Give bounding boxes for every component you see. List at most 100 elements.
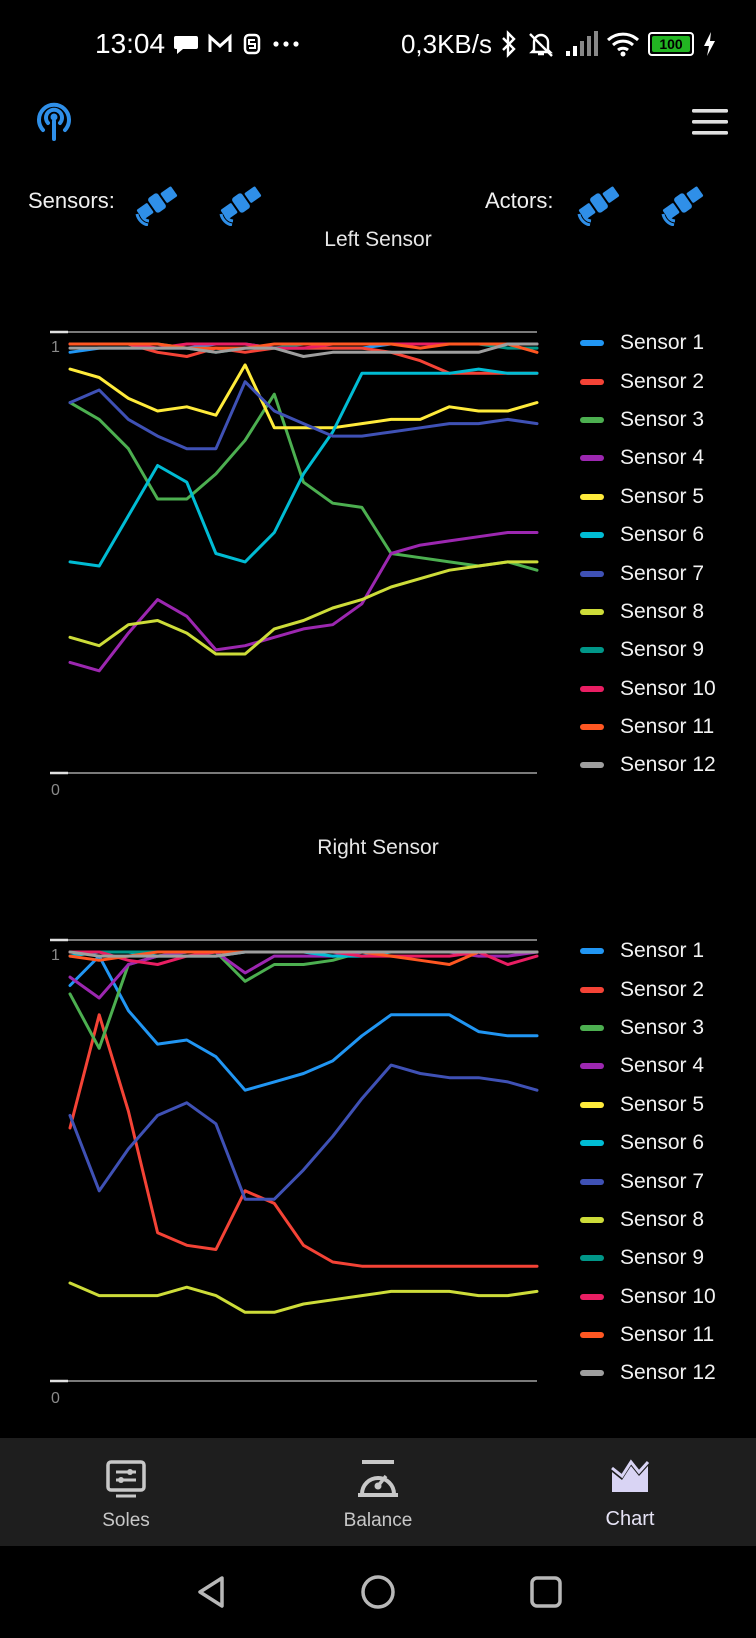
sensors-label: Sensors: xyxy=(28,188,115,213)
actor-left-satellite-icon[interactable] xyxy=(576,180,622,226)
nav-balance[interactable]: Balance xyxy=(252,1438,504,1546)
right-chart-title: Right Sensor xyxy=(317,836,439,859)
legend-swatch xyxy=(580,532,604,539)
legend-label: Sensor 7 xyxy=(620,1169,705,1193)
nav-soles-label: Soles xyxy=(102,1510,150,1531)
legend-label: Sensor 5 xyxy=(620,1092,705,1116)
right-legend-item: Sensor 9 xyxy=(580,1239,716,1277)
legend-label: Sensor 2 xyxy=(620,977,705,1001)
balance-icon xyxy=(358,1460,398,1497)
legend-label: Sensor 9 xyxy=(620,1246,705,1270)
legend-swatch xyxy=(580,1293,604,1300)
home-icon[interactable] xyxy=(360,1574,396,1610)
left-legend-item: Sensor 3 xyxy=(580,401,716,439)
status-left: 13:04 xyxy=(95,26,301,62)
right-legend-item: Sensor 2 xyxy=(580,970,716,1008)
right-y-tick-label: 0 xyxy=(51,1390,60,1407)
actor-right-satellite-icon[interactable] xyxy=(660,180,706,226)
legend-swatch xyxy=(580,340,604,347)
nav-balance-label: Balance xyxy=(343,1510,413,1531)
legend-swatch xyxy=(580,1024,604,1031)
nav-chart[interactable]: Chart xyxy=(504,1438,756,1546)
sensor-left-satellite-icon[interactable] xyxy=(134,180,180,226)
left-series-line-sensor-5 xyxy=(68,363,539,430)
left-legend-item: Sensor 2 xyxy=(580,362,716,400)
left-legend-item: Sensor 5 xyxy=(580,478,716,516)
left-legend-item: Sensor 8 xyxy=(580,593,716,631)
sensor-right-satellite-icon[interactable] xyxy=(218,180,264,226)
right-chart-legend: Sensor 1 Sensor 2 Sensor 3 Sensor 4 Sensor 5… xyxy=(580,932,716,1393)
left-series-line-sensor-8 xyxy=(68,560,539,656)
left-sensor-chart: 10 xyxy=(50,330,539,799)
legend-label: Sensor 11 xyxy=(620,715,715,739)
nav-chart-label: Chart xyxy=(605,1508,655,1530)
recents-icon[interactable] xyxy=(528,1574,564,1610)
left-series-line-sensor-7 xyxy=(68,380,539,451)
legend-swatch xyxy=(580,685,604,692)
more-notifications-icon xyxy=(273,41,299,47)
left-legend-item: Sensor 9 xyxy=(580,631,716,669)
antenna-icon[interactable] xyxy=(32,99,76,143)
right-legend-item: Sensor 7 xyxy=(580,1162,716,1200)
right-legend-item: Sensor 12 xyxy=(580,1354,716,1392)
legend-swatch xyxy=(580,1370,604,1377)
chat-notification-icon xyxy=(174,36,199,54)
legend-swatch xyxy=(580,647,604,654)
right-legend-item: Sensor 8 xyxy=(580,1201,716,1239)
legend-label: Sensor 4 xyxy=(620,446,705,470)
nav-soles[interactable]: Soles xyxy=(0,1438,252,1546)
legend-label: Sensor 8 xyxy=(620,1207,705,1231)
left-legend-item: Sensor 7 xyxy=(580,554,716,592)
legend-label: Sensor 10 xyxy=(620,676,716,700)
legend-label: Sensor 1 xyxy=(620,331,705,355)
right-series-line-sensor-7 xyxy=(68,1063,539,1201)
right-legend-item: Sensor 11 xyxy=(580,1316,716,1354)
mail-notification-icon xyxy=(208,33,232,52)
legend-label: Sensor 3 xyxy=(620,407,705,431)
legend-swatch xyxy=(580,724,604,731)
legend-label: Sensor 8 xyxy=(620,599,705,623)
status-time: 13:04 xyxy=(95,28,166,59)
hamburger-menu-icon[interactable] xyxy=(690,107,730,137)
legend-label: Sensor 3 xyxy=(620,1015,705,1039)
back-icon[interactable] xyxy=(194,1574,230,1610)
left-legend-item: Sensor 1 xyxy=(580,324,716,362)
legend-swatch xyxy=(580,455,604,462)
legend-swatch xyxy=(580,1255,604,1262)
left-series-line-sensor-11 xyxy=(68,342,539,354)
right-legend-item: Sensor 5 xyxy=(580,1086,716,1124)
legend-label: Sensor 11 xyxy=(620,1323,715,1347)
legend-swatch xyxy=(580,1332,604,1339)
legend-swatch xyxy=(580,416,604,423)
left-series-line-sensor-12 xyxy=(68,342,539,358)
legend-label: Sensor 12 xyxy=(620,753,716,777)
legend-label: Sensor 5 xyxy=(620,484,705,508)
app-notification-icon xyxy=(243,33,261,55)
signal-icon xyxy=(566,31,598,56)
status-right: 0,3KB/s 100 xyxy=(401,26,716,62)
legend-label: Sensor 9 xyxy=(620,638,705,662)
right-sensor-chart: 10 xyxy=(50,938,539,1407)
legend-label: Sensor 4 xyxy=(620,1054,705,1078)
legend-swatch xyxy=(580,493,604,500)
actors-label: Actors: xyxy=(485,188,554,213)
top-app-bar xyxy=(0,95,756,155)
wifi-icon xyxy=(606,32,640,57)
system-navigation-bar xyxy=(0,1546,756,1638)
legend-swatch xyxy=(580,1216,604,1223)
legend-swatch xyxy=(580,1178,604,1185)
legend-swatch xyxy=(580,1140,604,1147)
legend-label: Sensor 12 xyxy=(620,1361,716,1385)
left-legend-item: Sensor 12 xyxy=(580,746,716,784)
left-legend-item: Sensor 10 xyxy=(580,670,716,708)
right-series-line-sensor-1 xyxy=(68,954,539,1092)
chart-icon xyxy=(611,1459,650,1492)
legend-swatch xyxy=(580,1101,604,1108)
right-series-line-sensor-12 xyxy=(68,950,539,958)
soles-icon xyxy=(106,1460,146,1498)
legend-swatch xyxy=(580,378,604,385)
right-series-line-sensor-3 xyxy=(68,950,539,1050)
right-y-tick-label: 1 xyxy=(51,947,60,964)
bottom-navigation: Soles Balance Chart xyxy=(0,1438,756,1546)
right-legend-item: Sensor 4 xyxy=(580,1047,716,1085)
